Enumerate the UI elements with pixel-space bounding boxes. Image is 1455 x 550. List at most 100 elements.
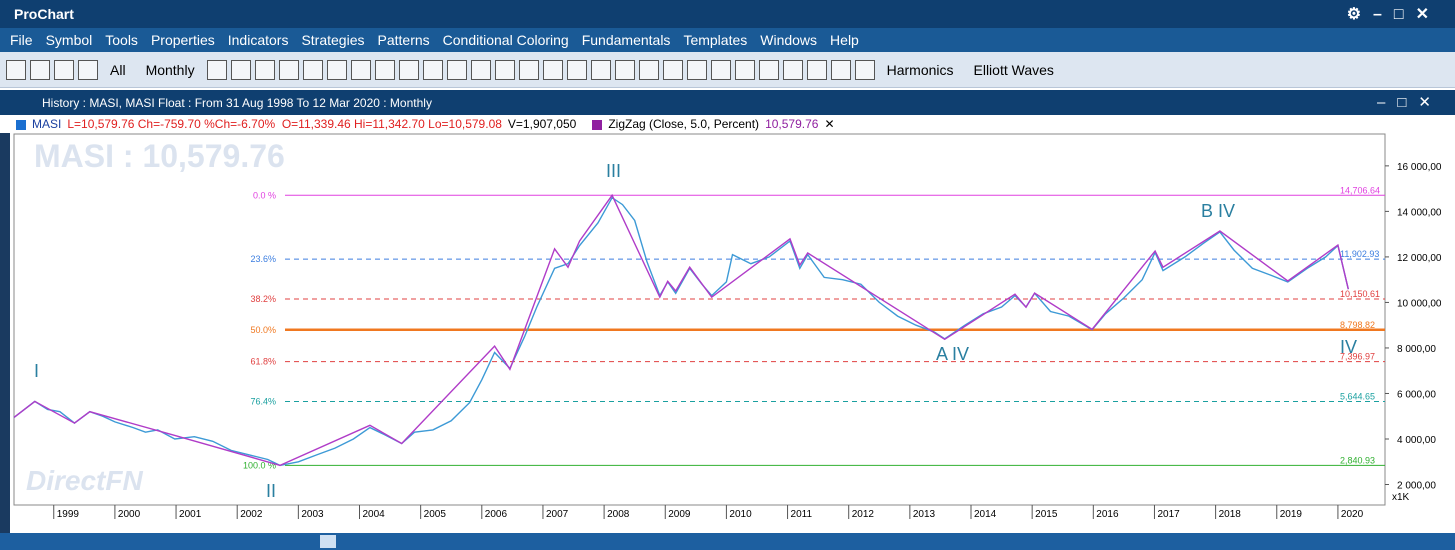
menu-item[interactable]: Strategies	[301, 32, 365, 48]
legend-symbol: MASI	[32, 117, 62, 131]
fib-value-label: 2,840.93	[1340, 455, 1375, 465]
toolbar-icon[interactable]	[254, 59, 275, 80]
wave-label: II	[266, 481, 276, 501]
toolbar-dropdown[interactable]: Harmonics	[886, 61, 954, 78]
toolbar-icon[interactable]	[806, 59, 827, 80]
chart-window-controls[interactable]: –□✕	[1377, 94, 1443, 111]
x-tick-label: 2006	[485, 509, 508, 520]
fib-label: 50.0%	[250, 325, 276, 335]
menu-item[interactable]: Symbol	[45, 32, 93, 48]
x-tick-label: 2009	[668, 509, 691, 520]
x-tick-label: 2017	[1157, 509, 1180, 520]
toolbar-icon[interactable]	[542, 59, 563, 80]
menu-item[interactable]: Properties	[150, 32, 215, 48]
fib-label: 0.0 %	[253, 190, 276, 200]
toolbar-icon[interactable]	[638, 59, 659, 80]
scrollbar[interactable]	[0, 533, 1455, 550]
x-tick-label: 2012	[852, 509, 875, 520]
fib-label: 61.8%	[250, 357, 276, 367]
toolbar-icon[interactable]	[30, 59, 50, 80]
toolbar-icon[interactable]	[78, 59, 98, 80]
y-tick-label: 14 000,00	[1397, 207, 1442, 218]
fib-label: 100.0 %	[243, 460, 276, 470]
toolbar-icon[interactable]	[326, 59, 347, 80]
wave-label: IV	[1340, 337, 1357, 357]
legend-indicator-value: 10,579.76	[765, 117, 819, 131]
toolbar: All Monthly Harmonics Elliott Waves	[0, 52, 1455, 88]
toolbar-icon[interactable]	[590, 59, 611, 80]
x-tick-label: 2000	[118, 509, 141, 520]
legend-volume: V=1,907,050	[507, 117, 577, 131]
toolbar-icon[interactable]	[230, 59, 251, 80]
fib-value-label: 5,644.65	[1340, 392, 1375, 402]
x-tick-label: 2010	[729, 509, 752, 520]
menu-item[interactable]: Templates	[683, 32, 748, 48]
x-tick-label: 2008	[607, 509, 630, 520]
x-tick-label: 2013	[913, 509, 936, 520]
menu-item[interactable]: Help	[830, 32, 859, 48]
toolbar-icon[interactable]	[566, 59, 587, 80]
scroll-thumb[interactable]	[320, 535, 336, 548]
wave-label: III	[606, 161, 621, 181]
legend: MASI L=10,579.76 Ch=-759.70 %Ch=-6.70% O…	[0, 117, 1455, 133]
toolbar-icon[interactable]	[686, 59, 707, 80]
toolbar-icon[interactable]	[398, 59, 419, 80]
x-tick-label: 2005	[424, 509, 447, 520]
chart-window-title: History : MASI, MASI Float : From 31 Aug…	[0, 90, 1455, 115]
toolbar-dropdown[interactable]: Elliott Waves	[973, 61, 1054, 78]
fib-value-label: 8,798.82	[1340, 320, 1375, 330]
menu-item[interactable]: Windows	[760, 32, 818, 48]
x-tick-label: 2011	[791, 509, 813, 520]
legend-indicator: ZigZag (Close, 5.0, Percent)	[608, 117, 760, 131]
toolbar-icon[interactable]	[446, 59, 467, 80]
y-tick-label: 6 000,00	[1397, 389, 1436, 400]
x-tick-label: 2001	[179, 509, 202, 520]
toolbar-icon[interactable]	[662, 59, 683, 80]
toolbar-icon[interactable]	[854, 59, 875, 80]
toolbar-icon[interactable]	[374, 59, 395, 80]
toolbar-icon[interactable]	[494, 59, 515, 80]
toolbar-icon[interactable]	[278, 59, 299, 80]
x-tick-label: 2003	[301, 509, 324, 520]
toolbar-icon[interactable]	[302, 59, 323, 80]
fib-value-label: 14,706.64	[1340, 185, 1380, 195]
toolbar-icon[interactable]	[422, 59, 443, 80]
menu-item[interactable]: File	[10, 32, 33, 48]
menu-item[interactable]: Fundamentals	[581, 32, 671, 48]
y-tick-label: 16 000,00	[1397, 162, 1442, 173]
toolbar-icon[interactable]	[206, 59, 227, 80]
toolbar-icon[interactable]	[710, 59, 731, 80]
fib-label: 76.4%	[250, 397, 276, 407]
menu-item[interactable]: Tools	[105, 32, 138, 48]
chart: MASI : 10,579.76 DirectFN x1K 2 000,00 4 …	[0, 133, 1442, 533]
x-tick-label: 2004	[363, 509, 386, 520]
menu-item[interactable]: Conditional Coloring	[442, 32, 569, 48]
toolbar-icon[interactable]	[54, 59, 74, 80]
fib-label: 38.2%	[250, 294, 276, 304]
x-tick-label: 2016	[1096, 509, 1119, 520]
toolbar-icon[interactable]	[734, 59, 755, 80]
toolbar-icon[interactable]	[518, 59, 539, 80]
toolbar-dropdown[interactable]: All	[110, 61, 126, 78]
toolbar-icon[interactable]	[6, 59, 26, 80]
legend-ohlc: L=10,579.76 Ch=-759.70 %Ch=-6.70% O=11,3…	[67, 117, 502, 131]
legend-close[interactable]: ✕	[824, 117, 835, 131]
menu-bar: File Symbol Tools Properties Indicators Strat…	[0, 28, 1455, 52]
y-tick-label: 8 000,00	[1397, 344, 1436, 355]
x-tick-label: 2015	[1035, 509, 1058, 520]
toolbar-icon[interactable]	[782, 59, 803, 80]
window-controls[interactable]: ⚙–□✕	[1346, 6, 1441, 23]
toolbar-icon[interactable]	[470, 59, 491, 80]
x-tick-label: 2007	[546, 509, 569, 520]
x-tick-label: 1999	[57, 509, 80, 520]
zigzag-line	[13, 193, 1349, 467]
menu-item[interactable]: Indicators	[227, 32, 289, 48]
toolbar-icon[interactable]	[758, 59, 779, 80]
menu-item[interactable]: Patterns	[377, 32, 430, 48]
fib-label: 23.6%	[250, 254, 276, 264]
wave-label: A IV	[936, 344, 969, 364]
toolbar-dropdown[interactable]: Monthly	[145, 61, 195, 78]
toolbar-icon[interactable]	[350, 59, 371, 80]
toolbar-icon[interactable]	[614, 59, 635, 80]
toolbar-icon[interactable]	[830, 59, 851, 80]
